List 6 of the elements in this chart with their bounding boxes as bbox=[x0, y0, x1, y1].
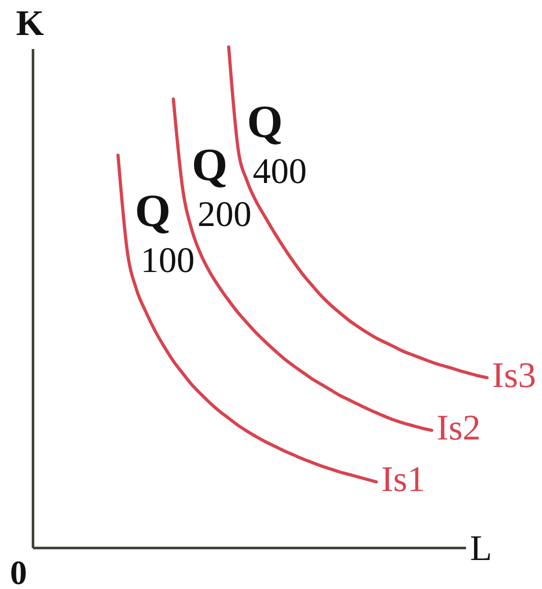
series-label: Is1 bbox=[381, 459, 426, 500]
y-axis-title: K bbox=[16, 3, 44, 43]
series-label: Is2 bbox=[436, 408, 481, 448]
x-axis-title: L bbox=[470, 528, 492, 568]
text: 0 bbox=[10, 555, 27, 589]
series-label: Is3 bbox=[492, 354, 536, 395]
